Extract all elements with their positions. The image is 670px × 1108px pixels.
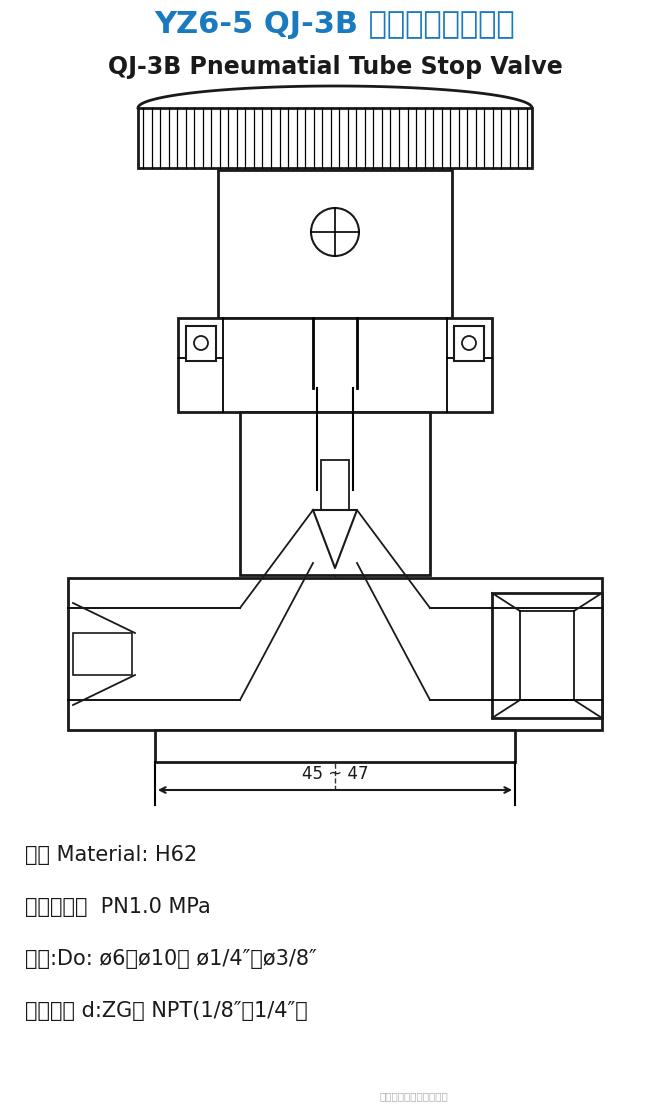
- Bar: [155, 730, 515, 762]
- Bar: [68, 578, 602, 730]
- Text: QJ-3B Pneumatial Tube Stop Valve: QJ-3B Pneumatial Tube Stop Valve: [108, 55, 562, 79]
- Bar: [138, 107, 532, 168]
- Bar: [186, 326, 216, 361]
- Text: 镇江市华佳电气有限公司: 镇江市华佳电气有限公司: [380, 1091, 449, 1101]
- Bar: [492, 593, 602, 718]
- Bar: [321, 460, 349, 510]
- Text: YZ6-5 QJ-3B 型气动管路截止阀: YZ6-5 QJ-3B 型气动管路截止阀: [155, 10, 515, 39]
- Text: 配管:Do: ø6～ø10、 ø1/4″～ø3/8″: 配管:Do: ø6～ø10、 ø1/4″～ø3/8″: [25, 948, 317, 970]
- Bar: [454, 326, 484, 361]
- Bar: [218, 170, 452, 318]
- Text: 公称压力：  PN1.0 MPa: 公称压力： PN1.0 MPa: [25, 897, 211, 917]
- Bar: [73, 633, 132, 675]
- Bar: [178, 318, 492, 412]
- Text: 终端螺纹 d:ZG、 NPT(1/8″～1/4″）: 终端螺纹 d:ZG、 NPT(1/8″～1/4″）: [25, 1001, 308, 1020]
- Text: 材料 Material: H62: 材料 Material: H62: [25, 845, 197, 865]
- Bar: [240, 412, 430, 575]
- Text: 45 ~ 47: 45 ~ 47: [302, 765, 368, 783]
- Polygon shape: [313, 510, 357, 568]
